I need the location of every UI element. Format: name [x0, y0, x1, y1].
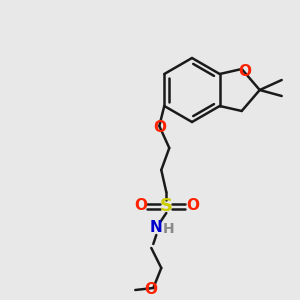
Text: O: O — [238, 64, 251, 79]
Text: S: S — [160, 197, 173, 215]
Text: H: H — [163, 222, 174, 236]
Text: O: O — [186, 199, 199, 214]
Text: O: O — [134, 199, 147, 214]
Text: N: N — [150, 220, 163, 236]
Text: O: O — [144, 283, 157, 298]
Text: O: O — [153, 119, 166, 134]
